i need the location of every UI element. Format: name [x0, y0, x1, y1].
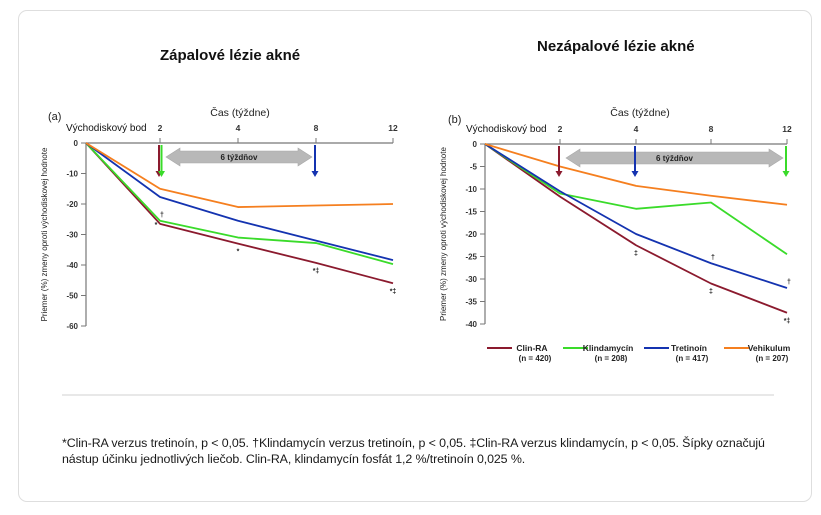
chart-a-span-label: 6 týždňov: [221, 153, 258, 162]
charts-canvas: (a) Čas (týždne) Priemer (%) zmeny oproti …: [40, 106, 792, 363]
legend-label-0: Clin-RA: [516, 343, 547, 353]
chart-b-significance-marker: †: [711, 254, 715, 261]
chart-a-y-tick-label: -50: [66, 292, 78, 301]
chart-b-y-tick-label: -15: [465, 208, 477, 217]
chart-a-y-tick-label: -40: [66, 261, 78, 270]
legend-n-1: (n = 208): [595, 354, 628, 363]
chart-a-x-tick-label: 8: [314, 123, 319, 133]
chart-a-series-line-clin-ra: [85, 142, 394, 285]
chart-a-significance-marker: *‡: [390, 288, 397, 295]
chart-b-panel-label: (b): [448, 114, 461, 126]
chart-a-x-tick-label-baseline: Východiskový bod: [66, 123, 147, 134]
chart-a-y-tick-label: -20: [66, 200, 78, 209]
chart-b-y-tick-label: -10: [465, 185, 477, 194]
chart-b-onset-arrow-head: [782, 171, 790, 177]
chart-a-onset-arrow-head: [311, 171, 319, 177]
chart-a-significance-marker: *: [237, 249, 240, 256]
chart-title-inflammatory: Zápalové lézie akné: [160, 47, 301, 64]
chart-a-significance-marker: †: [160, 212, 164, 219]
legend-n-2: (n = 417): [676, 354, 709, 363]
chart-b-x-axis-label: Čas (týždne): [610, 106, 670, 119]
chart-b-span-arrow: [565, 148, 784, 168]
divider: [62, 394, 774, 396]
chart-a-x-tick-label: 4: [236, 123, 241, 133]
figure-card: [18, 10, 812, 502]
chart-a-panel-label: (a): [48, 111, 61, 123]
chart-b-y-tick-label: 0: [473, 140, 478, 149]
legend-n-0: (n = 420): [519, 354, 552, 363]
chart-b-significance-marker: *‡: [784, 318, 791, 325]
chart-b-y-tick-label: -30: [465, 275, 477, 284]
legend-label-3: Vehikulum: [748, 343, 791, 353]
chart-a-y-axis-label: Priemer (%) zmeny oproti východiskovej h…: [40, 147, 49, 321]
legend-label-2: Tretinoín: [671, 343, 707, 353]
chart-b-onset-arrow-head: [555, 171, 563, 177]
legend-n-3: (n = 207): [756, 354, 789, 363]
chart-b-y-tick-label: -20: [465, 230, 477, 239]
chart-a-span-arrow: [165, 147, 313, 167]
chart-a-y-tick-label: -60: [66, 322, 78, 331]
chart-a-y-tick-label: -10: [66, 170, 78, 179]
footnote: *Clin-RA verzus tretinoín, p < 0,05. †Kl…: [62, 436, 765, 466]
chart-a-onset-arrow-head: [158, 171, 165, 177]
chart-a-x-tick-label: 12: [388, 123, 398, 133]
chart-b-significance-marker: ‡: [634, 250, 638, 257]
chart-b-x-tick-label: 4: [634, 124, 639, 134]
chart-b-onset-arrow-head: [631, 171, 639, 177]
chart-b-x-tick-label: 8: [709, 124, 714, 134]
chart-b-x-tick-label-baseline: Východiskový bod: [466, 124, 547, 135]
chart-b-significance-marker: †: [787, 279, 791, 286]
chart-a-x-tick-label: 2: [158, 123, 163, 133]
chart-b-x-tick-label: 12: [782, 124, 792, 134]
chart-a-x-axis-label: Čas (týždne): [210, 106, 270, 119]
chart-b-y-axis-label: Priemer (%) zmeny oproti východiskovej h…: [439, 147, 448, 321]
chart-b-y-tick-label: -40: [465, 320, 477, 329]
chart-a-significance-marker: *: [155, 222, 158, 229]
chart-b-span-label: 6 týždňov: [656, 154, 693, 163]
chart-b-y-tick-label: -5: [470, 163, 478, 172]
chart-b-y-tick-label: -25: [465, 253, 477, 262]
legend-label-1: Klindamycín: [583, 343, 634, 353]
chart-b-x-tick-label: 2: [558, 124, 563, 134]
chart-a-significance-marker: *‡: [313, 268, 320, 275]
chart-a-y-tick-label: -30: [66, 231, 78, 240]
chart-b-significance-marker: ‡: [709, 289, 713, 296]
chart-a-y-tick-label: 0: [74, 139, 79, 148]
chart-title-noninflammatory: Nezápalové lézie akné: [537, 38, 695, 55]
chart-b-y-tick-label: -35: [465, 298, 477, 307]
